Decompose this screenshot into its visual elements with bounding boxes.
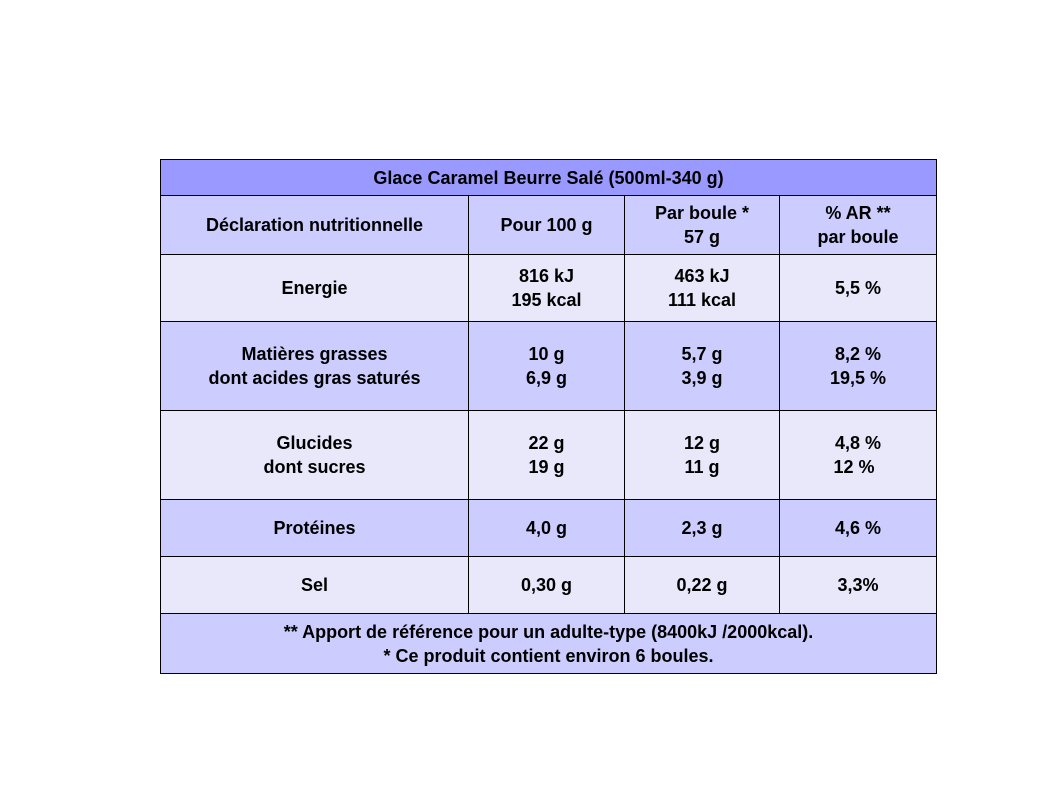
per-scoop-cell: 0,22 g (624, 556, 780, 614)
table-row-carbohydrates: Glucides dont sucres 22 g 19 g 12 g 11 g… (160, 410, 937, 500)
label-saturated-fat: dont acides gras saturés (208, 368, 421, 388)
energy-per100-kcal: 195 kcal (511, 290, 582, 310)
table-footnote-row: ** Apport de référence pour un adulte-ty… (160, 613, 937, 674)
ar-cell: 4,6 % (779, 499, 937, 557)
protein-scoop: 2,3 g (681, 518, 723, 538)
sugars-ar: 12 % (833, 457, 875, 477)
fat-scoop: 5,7 g (681, 344, 723, 364)
table-title-row: Glace Caramel Beurre Salé (500ml-340 g) (160, 159, 937, 196)
nutrition-table: Glace Caramel Beurre Salé (500ml-340 g) … (160, 159, 937, 674)
table-header-row: Déclaration nutritionnelle Pour 100 g Pa… (160, 195, 937, 255)
per-100g-cell: 10 g 6,9 g (468, 321, 625, 411)
per-scoop-cell: 12 g 11 g (624, 410, 780, 500)
label-energy: Energie (281, 278, 348, 298)
energy-scoop-kcal: 111 kcal (667, 290, 737, 310)
footnote-scoop-count: * Ce produit contient environ 6 boules. (383, 645, 714, 666)
table-row-protein: Protéines 4,0 g 2,3 g 4,6 % (160, 499, 937, 557)
protein-ar: 4,6 % (834, 518, 882, 538)
label-protein: Protéines (273, 518, 356, 538)
title-text: Glace Caramel Beurre Salé (500ml-340 g) (373, 167, 724, 188)
saturated-per100: 6,9 g (525, 368, 568, 388)
header-ar-line1: % AR ** (825, 203, 891, 223)
label-cell: Protéines (160, 499, 469, 557)
label-salt: Sel (300, 575, 329, 595)
per-scoop-cell: 463 kJ 111 kcal (624, 254, 780, 322)
header-declaration-text: Déclaration nutritionnelle (205, 215, 424, 235)
energy-per100-kj: 816 kJ (518, 266, 575, 286)
per-100g-cell: 0,30 g (468, 556, 625, 614)
per-100g-cell: 22 g 19 g (468, 410, 625, 500)
label-carbohydrates: Glucides (276, 433, 353, 453)
per-scoop-cell: 5,7 g 3,9 g (624, 321, 780, 411)
carbs-per100: 22 g (528, 433, 565, 453)
header-declaration: Déclaration nutritionnelle (160, 195, 469, 255)
label-cell: Energie (160, 254, 469, 322)
fat-per100: 10 g (528, 344, 565, 364)
sugars-scoop: 11 g (684, 457, 720, 477)
label-cell: Sel (160, 556, 469, 614)
protein-per100: 4,0 g (525, 518, 568, 538)
fat-ar: 8,2 % (834, 344, 882, 364)
label-sugars: dont sucres (263, 457, 366, 477)
table-title: Glace Caramel Beurre Salé (500ml-340 g) (160, 159, 937, 196)
header-per-scoop-line2: 57 g (683, 227, 721, 247)
header-per-100g: Pour 100 g (468, 195, 625, 255)
carbs-ar: 4,8 % (834, 433, 882, 453)
header-per-scoop: Par boule * 57 g (624, 195, 780, 255)
label-cell: Matières grasses dont acides gras saturé… (160, 321, 469, 411)
energy-ar: 5,5 % (834, 278, 882, 298)
sugars-per100: 19 g (528, 457, 565, 477)
header-per-scoop-line1: Par boule * (654, 203, 750, 223)
header-per-100g-text: Pour 100 g (500, 215, 593, 235)
footnote: ** Apport de référence pour un adulte-ty… (160, 613, 937, 674)
saturated-scoop: 3,9 g (681, 368, 723, 388)
carbs-scoop: 12 g (683, 433, 721, 453)
salt-ar: 3,3% (837, 575, 879, 595)
footnote-reference-intake: ** Apport de référence pour un adulte-ty… (283, 621, 814, 642)
per-scoop-cell: 2,3 g (624, 499, 780, 557)
table-row-salt: Sel 0,30 g 0,22 g 3,3% (160, 556, 937, 614)
saturated-ar: 19,5 % (829, 368, 887, 388)
per-100g-cell: 4,0 g (468, 499, 625, 557)
header-ar-line2: par boule (817, 227, 899, 247)
ar-cell: 8,2 % 19,5 % (779, 321, 937, 411)
table-row-fat: Matières grasses dont acides gras saturé… (160, 321, 937, 411)
salt-scoop: 0,22 g (676, 575, 728, 595)
label-cell: Glucides dont sucres (160, 410, 469, 500)
per-100g-cell: 816 kJ 195 kcal (468, 254, 625, 322)
ar-cell: 3,3% (779, 556, 937, 614)
label-fat: Matières grasses (241, 344, 388, 364)
salt-per100: 0,30 g (520, 575, 573, 595)
header-reference-intake: % AR ** par boule (779, 195, 937, 255)
table-row-energy: Energie 816 kJ 195 kcal 463 kJ 111 kcal … (160, 254, 937, 322)
ar-cell: 5,5 % (779, 254, 937, 322)
ar-cell: 4,8 % 12 % (779, 410, 937, 500)
energy-scoop-kj: 463 kJ (674, 266, 730, 286)
